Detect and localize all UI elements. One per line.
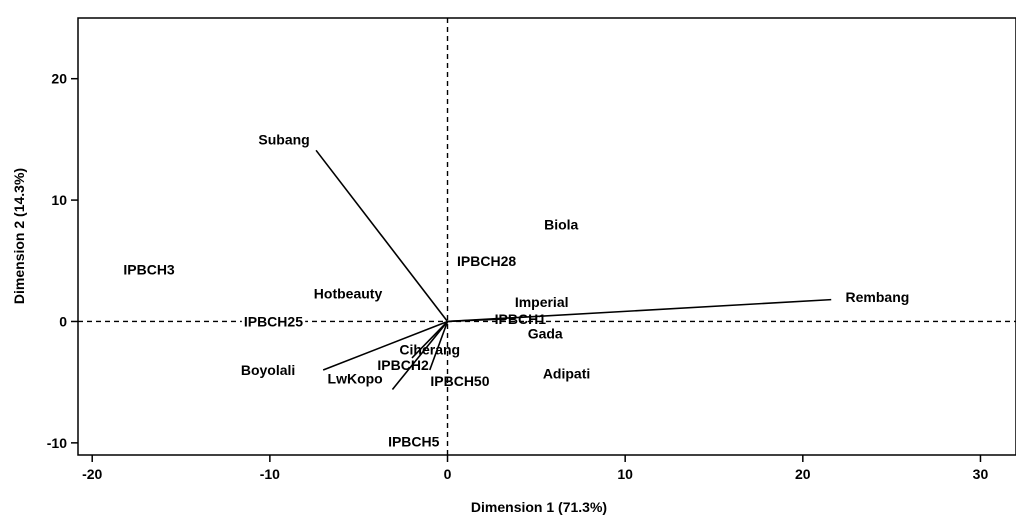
y-tick-label: 10 [51, 192, 67, 208]
x-tick-label: 0 [444, 466, 452, 482]
vector-label: Boyolali [241, 362, 295, 378]
vector-line [428, 321, 449, 371]
point-label: IPBCH3 [123, 261, 175, 277]
y-tick-label: 0 [59, 313, 67, 329]
point-labels: Subang Rembang Boyolali IPBCH3 Hotbeauty IPBC… [123, 131, 909, 449]
vector-layer [315, 149, 832, 390]
x-tick-label: -20 [82, 466, 102, 482]
y-tick-label: -10 [47, 435, 67, 451]
plot-frame [77, 17, 1016, 456]
vector-line [391, 320, 449, 390]
point-label: IPBCH28 [457, 253, 516, 269]
point-label: IPBCH1 [495, 311, 547, 327]
x-tick-label: -10 [260, 466, 280, 482]
y-tick-label: 20 [51, 71, 67, 87]
vector-line [315, 149, 449, 322]
point-label: Imperial [515, 294, 569, 310]
x-tick-label: 30 [973, 466, 989, 482]
point-label: IPBCH50 [430, 373, 489, 389]
point-label: Hotbeauty [314, 286, 383, 302]
point-label: LwKopo [328, 371, 383, 387]
x-tick-label: 10 [617, 466, 633, 482]
x-axis-title: Dimension 1 (71.3%) [471, 499, 607, 515]
point-label: Biola [544, 216, 578, 232]
point-label: Adipati [543, 366, 590, 382]
y-axis-title: Dimension 2 (14.3%) [11, 168, 27, 304]
vector-label: Subang [258, 131, 309, 147]
x-tick-label: 20 [795, 466, 811, 482]
point-label: Gada [528, 326, 563, 342]
point-label: IPBCH2 [377, 357, 429, 373]
point-label: IPBCH25 [244, 313, 303, 329]
vector-line [447, 318, 501, 323]
vector-line [322, 320, 448, 371]
axes-layer: -20 -10 0 10 20 30 -10 0 10 20 [47, 71, 989, 482]
vector-line [447, 298, 832, 323]
reference-lines [78, 18, 1016, 455]
point-label: IPBCH5 [388, 434, 440, 450]
label-background [241, 313, 306, 330]
vector-label: Rembang [846, 289, 910, 305]
point-label: Ciherang [399, 341, 460, 357]
